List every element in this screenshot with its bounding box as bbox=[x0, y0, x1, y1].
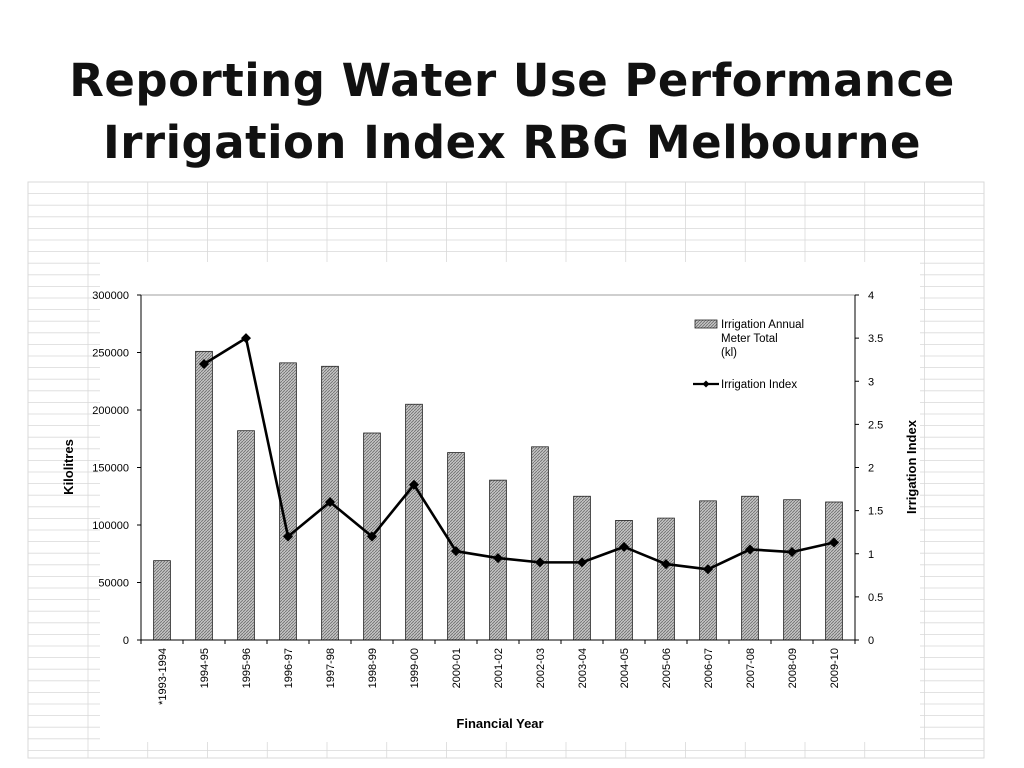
y2-tick-label: 3 bbox=[868, 376, 874, 388]
bar bbox=[237, 430, 255, 641]
y-tick-label: 0 bbox=[123, 635, 129, 647]
y-axis-title: Kilolitres bbox=[61, 439, 76, 495]
slide-title-line-1: Reporting Water Use Performance bbox=[69, 54, 955, 107]
x-tick-label: 1996-97 bbox=[283, 648, 295, 688]
x-tick-label: 2001-02 bbox=[493, 648, 505, 688]
legend-line-marker bbox=[702, 380, 710, 388]
index-line bbox=[203, 336, 835, 571]
slide-title-line-2: Irrigation Index RBG Melbourne bbox=[102, 116, 922, 169]
y-tick-label: 150000 bbox=[92, 463, 129, 475]
y-tick-label: 100000 bbox=[92, 520, 129, 532]
legend-bar-label-line-1: Irrigation Annual bbox=[721, 319, 804, 331]
index-point bbox=[493, 553, 503, 564]
index-point bbox=[199, 359, 209, 369]
x-tick-label: 2003-04 bbox=[577, 648, 589, 688]
y-tick-label: 250000 bbox=[92, 348, 129, 360]
x-tick-label: 1994-95 bbox=[199, 648, 211, 688]
index-point bbox=[619, 541, 629, 552]
y2-tick-label: 2.5 bbox=[868, 419, 883, 431]
index-point bbox=[535, 557, 545, 568]
line-series bbox=[199, 333, 839, 575]
x-tick-label: 1997-98 bbox=[325, 648, 337, 688]
x-tick-label: 2005-06 bbox=[661, 648, 673, 688]
index-point bbox=[451, 546, 461, 557]
x-tick-label: 2009-10 bbox=[829, 648, 841, 688]
index-point bbox=[829, 537, 839, 548]
legend: Irrigation Annual Meter Total (kl) Irrig… bbox=[693, 319, 804, 391]
index-point bbox=[409, 479, 419, 490]
index-point bbox=[703, 564, 713, 575]
y-tick-label: 50000 bbox=[98, 578, 129, 590]
y2-tick-label: 0 bbox=[868, 635, 874, 647]
bar bbox=[657, 517, 675, 641]
index-point bbox=[325, 497, 335, 507]
y2-tick-label: 0.5 bbox=[868, 592, 883, 604]
bar bbox=[153, 560, 171, 641]
y2-tick-label: 3.5 bbox=[868, 333, 883, 345]
bar bbox=[741, 495, 759, 641]
index-point bbox=[283, 531, 293, 542]
bar bbox=[783, 499, 801, 641]
x-tick-label: *1993-1994 bbox=[157, 648, 169, 705]
legend-line-label: Irrigation Index bbox=[721, 379, 797, 391]
x-tick-label: 1998-99 bbox=[367, 648, 379, 688]
axes: 0 50000 100000 150000 200000 250000 300000 0 0.5… bbox=[92, 290, 883, 705]
legend-bar-label-line-3: (kl) bbox=[721, 347, 737, 359]
index-point bbox=[661, 559, 671, 570]
x-tick-label: 1995-96 bbox=[241, 648, 253, 688]
bar bbox=[195, 350, 213, 641]
index-point bbox=[577, 557, 587, 568]
index-point bbox=[241, 333, 251, 344]
bar bbox=[825, 501, 843, 641]
bar bbox=[615, 520, 633, 641]
y2-axis-title: Irrigation Index bbox=[904, 419, 919, 514]
y2-tick-label: 1.5 bbox=[868, 506, 883, 518]
index-point bbox=[745, 544, 755, 555]
bar bbox=[531, 446, 549, 641]
x-tick-label: 2004-05 bbox=[619, 648, 631, 688]
legend-bar-label-line-2: Meter Total bbox=[721, 333, 778, 345]
y2-tick-label: 2 bbox=[868, 463, 874, 475]
slide-title: Reporting Water Use Performance Irrigati… bbox=[0, 50, 1024, 174]
legend-bar-swatch bbox=[694, 319, 718, 329]
bar bbox=[279, 362, 297, 641]
x-tick-label: 2002-03 bbox=[535, 648, 547, 688]
y2-tick-label: 4 bbox=[868, 290, 874, 302]
x-tick-label: 2008-09 bbox=[787, 648, 799, 688]
x-tick-label: 2007-08 bbox=[745, 648, 757, 688]
index-point bbox=[367, 531, 377, 542]
x-tick-label: 2006-07 bbox=[703, 648, 715, 688]
y-tick-label: 200000 bbox=[92, 405, 129, 417]
x-tick-label: 2000-01 bbox=[451, 648, 463, 688]
x-tick-label: 1999-00 bbox=[409, 648, 421, 688]
y-tick-label: 300000 bbox=[92, 290, 129, 302]
bar bbox=[573, 495, 591, 641]
bar bbox=[405, 403, 423, 641]
y2-tick-label: 1 bbox=[868, 549, 874, 561]
index-point bbox=[787, 547, 797, 558]
x-axis-title: Financial Year bbox=[456, 716, 543, 731]
